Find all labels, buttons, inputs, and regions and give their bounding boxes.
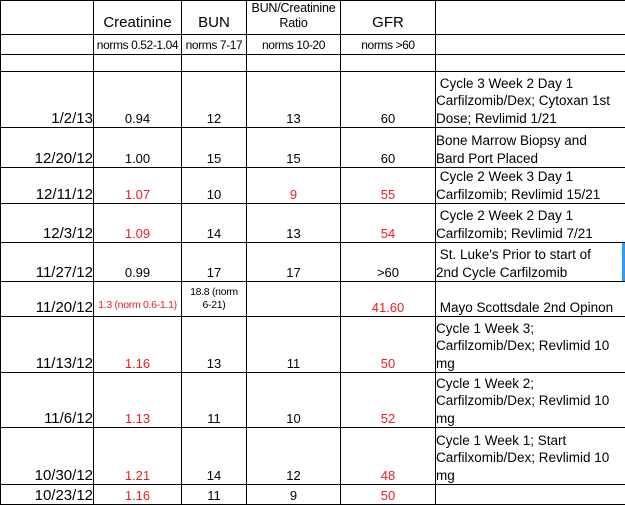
- cell-date[interactable]: 11/6/12: [0, 372, 94, 428]
- cell-gfr[interactable]: 52: [340, 372, 436, 428]
- empty-cell[interactable]: [246, 54, 341, 72]
- norms-bun[interactable]: norms 7-17: [181, 34, 247, 55]
- cell-ratio[interactable]: 13: [246, 71, 341, 128]
- empty-cell[interactable]: [181, 54, 247, 72]
- cell-creatinine[interactable]: 1.13: [93, 372, 182, 428]
- table-row: 10/30/12 1.21 14 12 48 Cycle 1 Week 1; Start …: [0, 427, 625, 485]
- cell-date[interactable]: 12/3/12: [0, 203, 94, 243]
- cell-creatinine[interactable]: 1.21: [93, 427, 182, 485]
- cell-date[interactable]: 10/23/12: [0, 484, 94, 505]
- cell-gfr[interactable]: >60: [340, 242, 436, 282]
- norms-date-cell[interactable]: [0, 34, 94, 55]
- cell-notes[interactable]: Cycle 1 Week 2; Carfilzomib/Dex; Revlimi…: [435, 372, 625, 428]
- cell-notes[interactable]: Mayo Scottsdale 2nd Opinon: [435, 281, 625, 317]
- table-row: 11/13/12 1.16 13 11 50 Cycle 1 Week 3; Carfil…: [0, 316, 625, 373]
- cell-ratio[interactable]: [246, 281, 341, 317]
- table-row: 10/23/12 1.16 11 9 50: [0, 484, 625, 505]
- table-row: 11/6/12 1.13 11 10 52 Cycle 1 Week 2; Carfilz…: [0, 372, 625, 428]
- empty-cell[interactable]: [93, 54, 182, 72]
- empty-cell[interactable]: [340, 54, 436, 72]
- cell-bun[interactable]: 14: [181, 427, 247, 485]
- header-bun-creatinine-ratio[interactable]: BUN/Creatinine Ratio: [246, 0, 341, 35]
- cell-gfr[interactable]: 50: [340, 484, 436, 505]
- cell-notes[interactable]: Cycle 1 Week 1; Start Carfilxomib/Dex; R…: [435, 427, 625, 485]
- cell-ratio[interactable]: 9: [246, 484, 341, 505]
- cell-creatinine[interactable]: 1.00: [93, 127, 182, 168]
- cell-notes[interactable]: [435, 484, 625, 505]
- cell-notes[interactable]: Bone Marrow Biopsy and Bard Port Placed: [435, 127, 625, 168]
- header-creatinine[interactable]: Creatinine: [93, 0, 182, 35]
- cell-date[interactable]: 12/11/12: [0, 167, 94, 204]
- cell-gfr[interactable]: 55: [340, 167, 436, 204]
- cell-creatinine[interactable]: 1.16: [93, 484, 182, 505]
- cell-ratio[interactable]: 13: [246, 203, 341, 243]
- table-row: 11/27/12 0.99 17 17 >60 St. Luke's Prior to …: [0, 242, 625, 282]
- cell-ratio[interactable]: 10: [246, 372, 341, 428]
- cell-date[interactable]: 11/27/12: [0, 242, 94, 282]
- header-notes-cell[interactable]: [435, 0, 625, 35]
- norms-notes-cell[interactable]: [435, 34, 625, 55]
- norms-gfr[interactable]: norms >60: [340, 34, 436, 55]
- header-gfr[interactable]: GFR: [340, 0, 436, 35]
- cell-gfr[interactable]: 48: [340, 427, 436, 485]
- cell-bun[interactable]: 14: [181, 203, 247, 243]
- cell-notes[interactable]: Cycle 1 Week 3; Carfilzomib/Dex; Revlimi…: [435, 316, 625, 373]
- cell-ratio[interactable]: 17: [246, 242, 341, 282]
- cell-bun[interactable]: 12: [181, 71, 247, 128]
- norms-creatinine[interactable]: norms 0.52-1.04: [93, 34, 182, 55]
- table-row: 12/3/12 1.09 14 13 54 Cycle 2 Week 2 Day 1 C…: [0, 203, 625, 243]
- cell-gfr[interactable]: 60: [340, 71, 436, 128]
- cell-creatinine[interactable]: 1.3 (norm 0.6-1.1): [93, 281, 182, 317]
- table-body: 1/2/13 0.94 12 13 60 Cycle 3 Week 2 Day 1 Ca…: [0, 71, 625, 505]
- cell-notes[interactable]: St. Luke's Prior to start of 2nd Cycle C…: [435, 242, 625, 282]
- cell-bun[interactable]: 17: [181, 242, 247, 282]
- cell-date[interactable]: 12/20/12: [0, 127, 94, 168]
- cell-ratio[interactable]: 11: [246, 316, 341, 373]
- header-row: Creatinine BUN BUN/Creatinine Ratio GFR: [0, 0, 625, 35]
- cell-ratio[interactable]: 12: [246, 427, 341, 485]
- table-row: 1/2/13 0.94 12 13 60 Cycle 3 Week 2 Day 1 Ca…: [0, 71, 625, 128]
- table-row: 11/20/12 1.3 (norm 0.6-1.1) 18.8 (norm 6-2…: [0, 281, 625, 317]
- cell-date[interactable]: 1/2/13: [0, 71, 94, 128]
- cell-bun[interactable]: 11: [181, 484, 247, 505]
- empty-cell[interactable]: [0, 54, 94, 72]
- cell-bun[interactable]: 15: [181, 127, 247, 168]
- header-bun[interactable]: BUN: [181, 0, 247, 35]
- cell-ratio[interactable]: 15: [246, 127, 341, 168]
- cell-creatinine[interactable]: 1.09: [93, 203, 182, 243]
- cell-creatinine[interactable]: 1.07: [93, 167, 182, 204]
- cell-gfr[interactable]: 54: [340, 203, 436, 243]
- cell-bun[interactable]: 18.8 (norm 6-21): [181, 281, 247, 317]
- cell-notes[interactable]: Cycle 2 Week 2 Day 1 Carfilzomib; Revlim…: [435, 203, 625, 243]
- table-row: 12/20/12 1.00 15 15 60 Bone Marrow Biopsy and…: [0, 127, 625, 168]
- cell-bun[interactable]: 10: [181, 167, 247, 204]
- cell-date[interactable]: 11/13/12: [0, 316, 94, 373]
- cell-ratio[interactable]: 9: [246, 167, 341, 204]
- header-date-cell[interactable]: [0, 0, 94, 35]
- table-row: 12/11/12 1.07 10 9 55 Cycle 2 Week 3 Day 1 C…: [0, 167, 625, 204]
- cell-gfr[interactable]: 60: [340, 127, 436, 168]
- norms-row: norms 0.52-1.04 norms 7-17 norms 10-20 n…: [0, 34, 625, 55]
- cell-bun[interactable]: 13: [181, 316, 247, 373]
- cell-creatinine[interactable]: 0.94: [93, 71, 182, 128]
- cell-bun[interactable]: 11: [181, 372, 247, 428]
- cell-creatinine[interactable]: 1.16: [93, 316, 182, 373]
- cell-creatinine[interactable]: 0.99: [93, 242, 182, 282]
- empty-cell[interactable]: [435, 54, 625, 72]
- cell-notes[interactable]: Cycle 2 Week 3 Day 1 Carfilzomib; Revlim…: [435, 167, 625, 204]
- cell-gfr[interactable]: 50: [340, 316, 436, 373]
- cell-date[interactable]: 10/30/12: [0, 427, 94, 485]
- spacer-row: [0, 54, 625, 72]
- norms-ratio[interactable]: norms 10-20: [246, 34, 341, 55]
- cell-notes[interactable]: Cycle 3 Week 2 Day 1 Carfilzomib/Dex; Cy…: [435, 71, 625, 128]
- cell-gfr[interactable]: 41.60: [340, 281, 436, 317]
- cell-date[interactable]: 11/20/12: [0, 281, 94, 317]
